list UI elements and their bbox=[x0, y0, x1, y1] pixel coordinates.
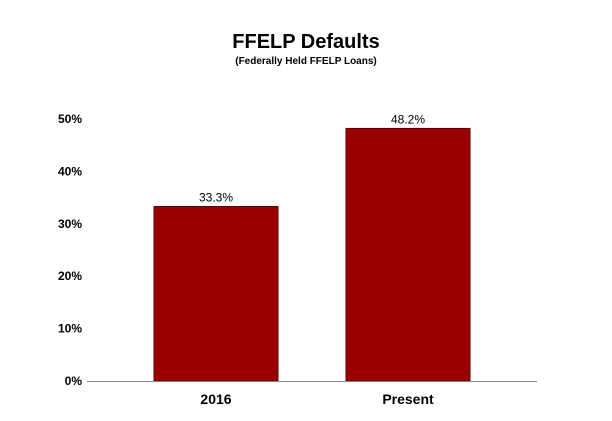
y-tick-label: 30% bbox=[58, 217, 82, 231]
x-axis-ticks: 2016 Present bbox=[200, 391, 434, 407]
bar-2016 bbox=[153, 206, 279, 382]
data-labels: 33.3% 48.2% bbox=[199, 112, 425, 204]
chart-title: FFELP Defaults bbox=[232, 31, 380, 53]
y-tick-label: 40% bbox=[58, 164, 82, 178]
x-tick-label: 2016 bbox=[200, 391, 231, 407]
bars bbox=[153, 127, 471, 382]
y-tick-label: 0% bbox=[65, 374, 83, 388]
y-tick-label: 10% bbox=[58, 322, 82, 336]
data-label: 33.3% bbox=[199, 191, 233, 205]
x-tick-label: Present bbox=[382, 391, 434, 407]
data-label: 48.2% bbox=[391, 112, 425, 126]
y-tick-label: 50% bbox=[58, 112, 82, 126]
y-axis-ticks: 0% 10% 20% 30% 40% 50% bbox=[58, 112, 82, 388]
bar-present bbox=[345, 127, 471, 382]
y-tick-label: 20% bbox=[58, 269, 82, 283]
chart-subtitle: (Federally Held FFELP Loans) bbox=[235, 56, 377, 67]
